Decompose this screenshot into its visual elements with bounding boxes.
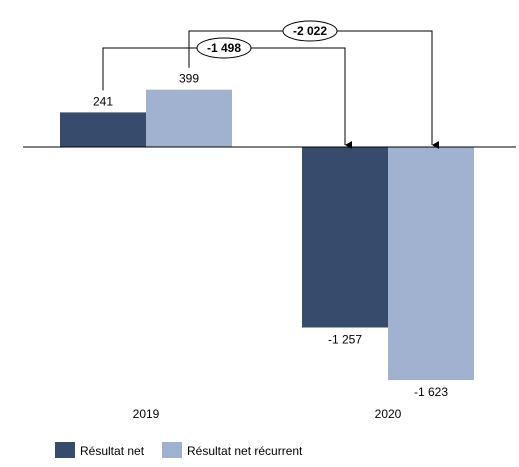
category-label-2019: 2019	[133, 407, 160, 421]
legend-swatch	[55, 442, 75, 458]
annotation-label: -2 022	[293, 24, 327, 38]
data-label: -1 623	[414, 385, 448, 399]
bar-resultat-net-recurrent-2019	[146, 89, 232, 147]
bar-resultat-net-2019	[60, 112, 146, 147]
legend-label: Résultat net	[80, 444, 145, 458]
category-labels: 2019 2020	[133, 407, 402, 421]
data-label: 399	[179, 72, 199, 86]
legend-swatch	[162, 442, 182, 458]
category-label-2020: 2020	[375, 407, 402, 421]
data-label: 241	[93, 94, 113, 108]
data-label: -1 257	[328, 333, 362, 347]
annotation-bubble	[282, 20, 338, 42]
annotation-label: -1 498	[207, 41, 241, 55]
bars-group	[60, 89, 474, 381]
data-labels: 241 -1 257 399 -1 623	[93, 72, 448, 399]
annotation-connectors: -1 498 -2 022	[102, 20, 439, 149]
bar-resultat-net-2020	[302, 147, 388, 328]
legend: Résultat net Résultat net récurrent	[55, 442, 303, 458]
annotation-bubble	[196, 37, 252, 59]
legend-label: Résultat net récurrent	[187, 444, 303, 458]
bar-resultat-net-recurrent-2020	[388, 147, 474, 381]
